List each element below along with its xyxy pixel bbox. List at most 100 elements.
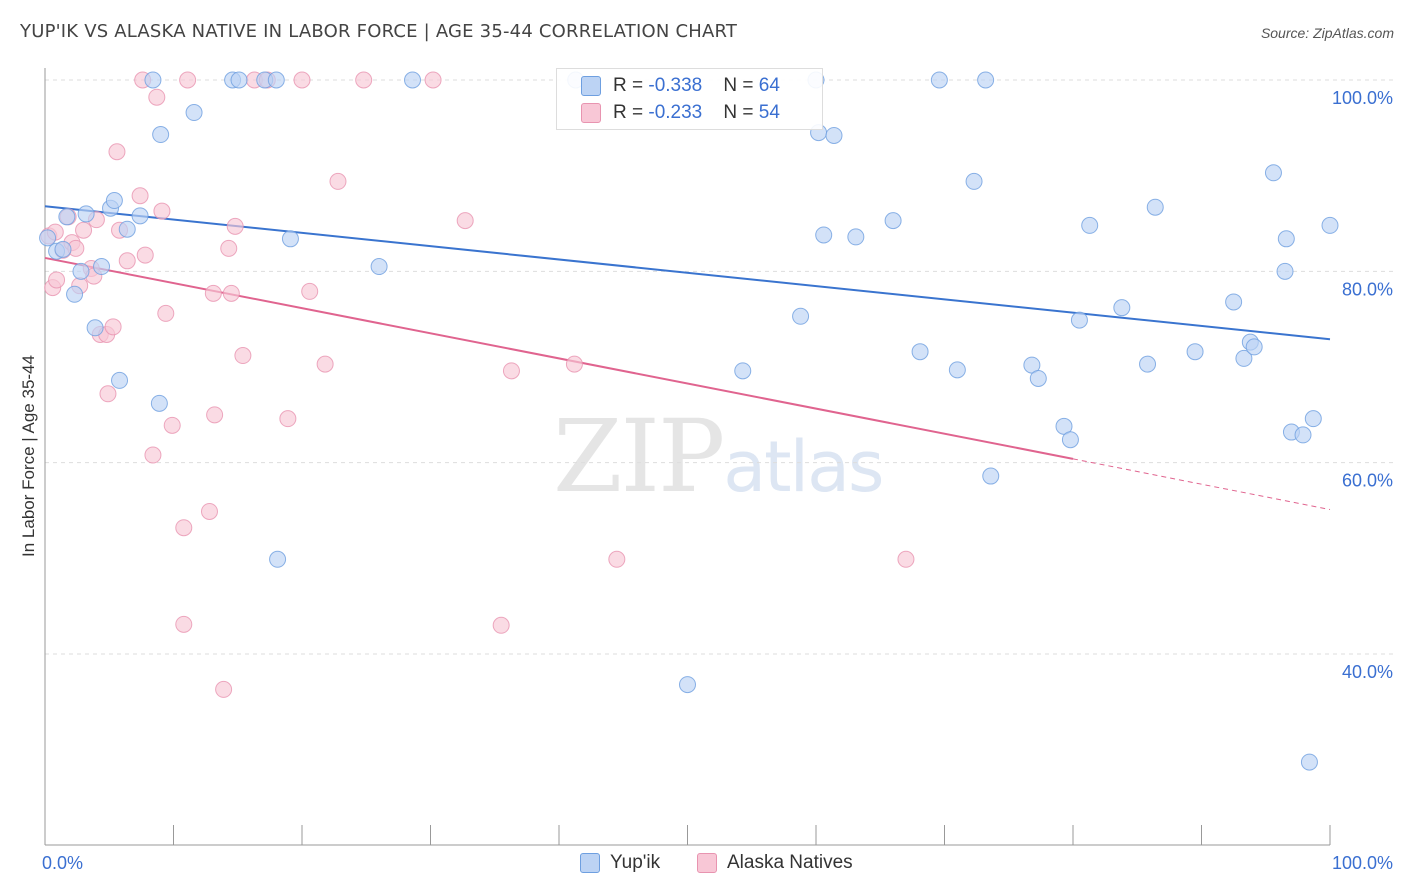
watermark-atlas: atlas — [723, 426, 884, 508]
tick-labels: 40.0% 60.0% 80.0% 100.0% 0.0% 100.0% — [42, 88, 1393, 873]
alaska-point — [222, 284, 240, 302]
yupik-point — [105, 192, 123, 210]
yupik-trend-line — [44, 205, 1331, 341]
alaska-point — [148, 88, 166, 106]
yupik-point — [269, 550, 287, 568]
yupik-point — [1081, 216, 1099, 234]
yupik-point — [93, 258, 111, 276]
alaska-point — [200, 502, 218, 520]
alaska-point — [456, 212, 474, 230]
alaska-point — [502, 362, 520, 380]
yupik-point — [152, 126, 170, 144]
yupik-point — [1245, 338, 1263, 356]
alaska-n-label: N = — [723, 102, 759, 123]
yupik-point — [792, 307, 810, 325]
legend-swatch-alaska — [697, 853, 717, 873]
yupik-n-label: N = — [723, 75, 759, 96]
yupik-point — [847, 228, 865, 246]
yupik-point — [118, 220, 136, 238]
alaska-point — [492, 616, 510, 634]
alaska-point — [355, 71, 373, 89]
alaska-r-value: -0.233 — [648, 102, 703, 123]
alaska-r-label: R = — [613, 102, 649, 123]
yupik-point — [370, 258, 388, 276]
alaska-point — [220, 239, 238, 257]
yupik-point — [144, 71, 162, 89]
yupik-point — [815, 226, 833, 244]
y-tick-label: 60.0% — [1342, 471, 1393, 491]
yupik-point — [965, 172, 983, 190]
chart-title: YUP'IK VS ALASKA NATIVE IN LABOR FORCE |… — [20, 21, 738, 42]
alaska-swatch — [581, 103, 601, 123]
alaska-point — [424, 71, 442, 89]
yupik-point — [72, 262, 90, 280]
yupik-point — [930, 71, 948, 89]
yupik-point — [1321, 216, 1339, 234]
yupik-point — [1029, 369, 1047, 387]
x-tick-label: 100.0% — [1332, 853, 1393, 873]
yupik-point — [1146, 198, 1164, 216]
yupik-point — [404, 71, 422, 89]
yupik-swatch — [581, 76, 601, 96]
yupik-point — [982, 467, 1000, 485]
alaska-point — [131, 187, 149, 205]
alaska-point — [316, 355, 334, 373]
yupik-n-value: 64 — [758, 75, 780, 96]
yupik-point — [86, 319, 104, 337]
alaska-trend-extension — [1072, 458, 1331, 511]
alaska-point — [163, 416, 181, 434]
yupik-point — [1235, 349, 1253, 367]
alaska-point — [144, 446, 162, 464]
yupik-point — [1277, 230, 1295, 248]
alaska-point — [157, 304, 175, 322]
yupik-point — [948, 361, 966, 379]
yupik-point — [977, 71, 995, 89]
legend-label-alaska: Alaska Natives — [727, 852, 853, 873]
yupik-point — [1061, 431, 1079, 449]
yupik-point — [185, 104, 203, 122]
alaska-point — [204, 284, 222, 302]
legend-item-yupik[interactable]: Yup'ik — [580, 852, 660, 874]
alaska-point — [108, 143, 126, 161]
source-label: Source: ZipAtlas.com — [1260, 25, 1394, 41]
alaska-point — [175, 615, 193, 633]
yupik-point — [150, 394, 168, 412]
yupik-point — [1304, 410, 1322, 428]
yupik-point — [1294, 426, 1312, 444]
yupik-point — [267, 71, 285, 89]
alaska-point — [565, 355, 583, 373]
alaska-point — [293, 71, 311, 89]
yupik-point — [58, 208, 76, 226]
alaska-point — [608, 550, 626, 568]
yupik-point — [734, 362, 752, 380]
data-points — [39, 71, 1339, 771]
yupik-point — [39, 229, 57, 247]
stats-row-yupik: R = -0.338 N = 64 — [581, 75, 780, 97]
stats-row-alaska: R = -0.233 N = 54 — [581, 102, 780, 124]
yupik-point — [281, 230, 299, 248]
yupik-point — [66, 285, 84, 303]
yupik-r-label: R = — [613, 75, 649, 96]
yupik-point — [1113, 299, 1131, 317]
y-tick-label: 40.0% — [1342, 662, 1393, 682]
grid-lines — [45, 79, 1395, 655]
yupik-point — [1139, 355, 1157, 373]
yupik-point — [884, 212, 902, 230]
alaska-point — [226, 217, 244, 235]
yupik-point — [1225, 293, 1243, 311]
alaska-n-value: 54 — [758, 102, 780, 123]
alaska-point — [99, 385, 117, 403]
stats-legend: R = -0.338 N = 64 R = -0.233 N = 54 — [556, 68, 823, 130]
legend-item-alaska[interactable]: Alaska Natives — [697, 852, 853, 874]
alaska-point — [179, 71, 197, 89]
legend-label-yupik: Yup'ik — [610, 852, 661, 873]
yupik-point — [111, 371, 129, 389]
yupik-point — [1264, 164, 1282, 182]
yupik-point — [1070, 311, 1088, 329]
alaska-point — [215, 680, 233, 698]
watermark: ZIPatlas — [553, 398, 884, 515]
alaska-point — [104, 318, 122, 336]
alaska-point — [48, 271, 66, 289]
y-tick-label: 100.0% — [1332, 88, 1393, 108]
